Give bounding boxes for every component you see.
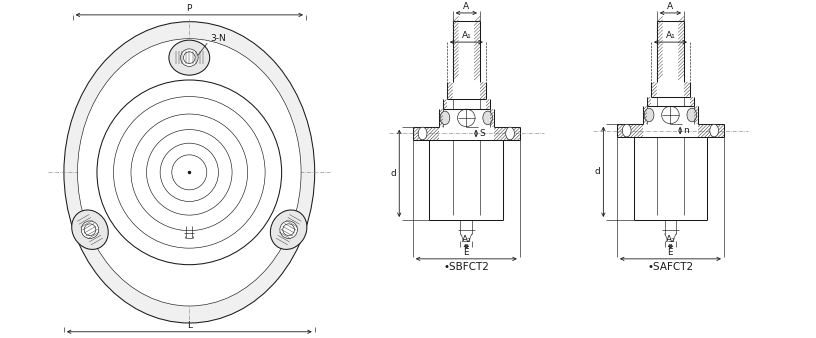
Text: E: E xyxy=(463,248,469,257)
Ellipse shape xyxy=(506,127,514,140)
Text: A₁: A₁ xyxy=(666,31,676,40)
Ellipse shape xyxy=(419,127,427,140)
Ellipse shape xyxy=(483,111,493,125)
Text: S: S xyxy=(479,129,485,138)
Text: A₂: A₂ xyxy=(461,235,471,244)
Text: •SAFCT2: •SAFCT2 xyxy=(647,262,694,272)
Circle shape xyxy=(180,49,198,66)
Ellipse shape xyxy=(623,124,631,137)
Text: P: P xyxy=(187,4,192,13)
Text: A: A xyxy=(463,2,469,11)
Text: A₁: A₁ xyxy=(461,31,471,40)
Text: E: E xyxy=(667,248,673,257)
Ellipse shape xyxy=(169,40,210,75)
Text: n: n xyxy=(683,126,689,135)
Ellipse shape xyxy=(270,210,307,249)
Text: L: L xyxy=(187,321,192,330)
Ellipse shape xyxy=(78,39,301,306)
Ellipse shape xyxy=(440,111,450,125)
Ellipse shape xyxy=(64,22,315,323)
Circle shape xyxy=(280,221,297,238)
Ellipse shape xyxy=(72,210,109,249)
Ellipse shape xyxy=(644,108,654,122)
Text: d: d xyxy=(391,169,397,178)
Text: •SBFCT2: •SBFCT2 xyxy=(443,262,490,272)
Text: 3-N: 3-N xyxy=(211,34,226,43)
Text: A: A xyxy=(667,2,673,11)
Text: d: d xyxy=(595,167,601,176)
Circle shape xyxy=(82,221,99,238)
Ellipse shape xyxy=(710,124,719,137)
Text: A₂: A₂ xyxy=(666,235,676,244)
Ellipse shape xyxy=(687,108,697,122)
